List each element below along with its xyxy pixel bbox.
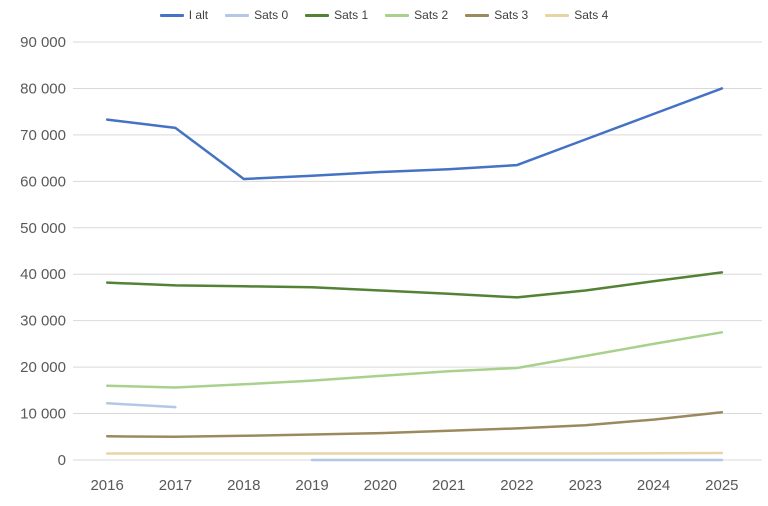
y-axis-tick-label: 70 000 — [20, 127, 66, 144]
legend-item-sats-4: Sats 4 — [545, 8, 608, 22]
y-axis-tick-label: 40 000 — [20, 266, 66, 283]
y-axis-tick-label: 60 000 — [20, 173, 66, 190]
legend-item-sats-2: Sats 2 — [385, 8, 448, 22]
x-axis-tick-label: 2016 — [90, 477, 123, 494]
y-axis-tick-label: 0 — [58, 452, 66, 469]
legend-swatch — [545, 13, 570, 17]
x-axis-tick-label: 2022 — [500, 477, 533, 494]
legend-label: Sats 3 — [494, 8, 529, 22]
y-axis-tick-label: 90 000 — [20, 34, 66, 51]
x-axis-tick-label: 2021 — [432, 477, 465, 494]
legend-swatch — [385, 13, 410, 17]
legend-label: I alt — [188, 8, 209, 22]
legend-swatch — [465, 13, 490, 17]
series-line-sats-2 — [105, 331, 724, 389]
legend-swatch — [159, 13, 184, 17]
series-line-i-alt — [105, 87, 724, 181]
legend-label: Sats 2 — [414, 8, 449, 22]
legend-label: Sats 4 — [574, 8, 609, 22]
y-axis-tick-label: 80 000 — [20, 80, 66, 97]
chart-legend: I alt Sats 0 Sats 1 Sats 2 Sats 3 Sats 4 — [0, 8, 768, 22]
x-axis-tick-label: 2018 — [227, 477, 260, 494]
x-axis-tick-label: 2024 — [637, 477, 670, 494]
legend-item-i-alt: I alt — [159, 8, 209, 22]
legend-item-sats-3: Sats 3 — [465, 8, 528, 22]
y-axis-tick-label: 50 000 — [20, 220, 66, 237]
legend-label: Sats 1 — [334, 8, 369, 22]
x-axis-tick-label: 2023 — [569, 477, 602, 494]
y-axis-tick-label: 20 000 — [20, 359, 66, 376]
series-line-sats-3 — [105, 410, 724, 439]
legend-swatch — [305, 13, 330, 17]
x-axis-tick-label: 2020 — [364, 477, 397, 494]
series-line-sats-1 — [105, 271, 724, 299]
x-axis-tick-label: 2025 — [705, 477, 738, 494]
legend-item-sats-1: Sats 1 — [305, 8, 368, 22]
x-axis-tick-label: 2017 — [159, 477, 192, 494]
series-line-sats-0 — [105, 402, 724, 462]
y-axis-tick-label: 10 000 — [20, 406, 66, 423]
legend-swatch — [225, 13, 250, 17]
legend-item-sats-0: Sats 0 — [225, 8, 288, 22]
legend-label: Sats 0 — [254, 8, 289, 22]
y-axis-tick-label: 30 000 — [20, 313, 66, 330]
x-axis-tick-label: 2019 — [295, 477, 328, 494]
series-line-sats-4 — [105, 451, 724, 455]
